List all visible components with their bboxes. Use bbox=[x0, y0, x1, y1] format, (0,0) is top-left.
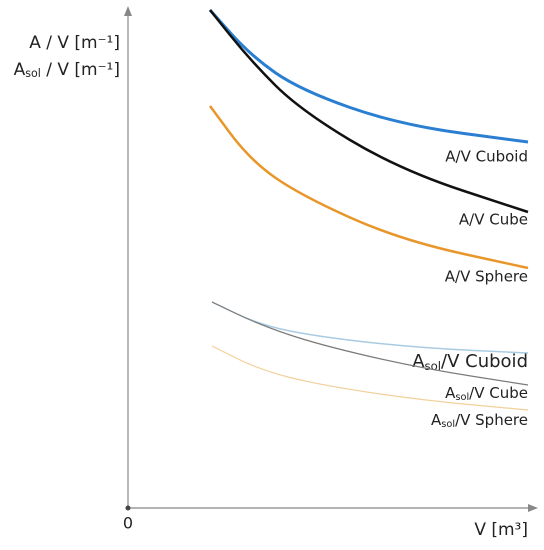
series-label: A/V Sphere bbox=[445, 268, 528, 286]
y-label: Asol / V [m⁻¹] bbox=[14, 60, 120, 80]
x-label: V [m³] bbox=[474, 520, 528, 540]
curve bbox=[211, 301, 529, 386]
series-label: Asol/V Cube bbox=[445, 384, 528, 404]
origin bbox=[125, 505, 131, 511]
y-label: A / V [m⁻¹] bbox=[29, 33, 120, 53]
curve bbox=[211, 301, 529, 354]
x-tick-label: 0 bbox=[123, 514, 133, 533]
series-label: A/V Cube bbox=[459, 211, 528, 229]
series-label: A/V Cuboid bbox=[445, 148, 528, 166]
curve bbox=[209, 9, 529, 214]
curve bbox=[211, 345, 529, 411]
series-label: Asol/V Sphere bbox=[431, 411, 528, 431]
curve bbox=[208, 9, 529, 144]
curve bbox=[208, 105, 529, 270]
x-arrow bbox=[528, 504, 538, 512]
y-arrow bbox=[124, 6, 132, 16]
